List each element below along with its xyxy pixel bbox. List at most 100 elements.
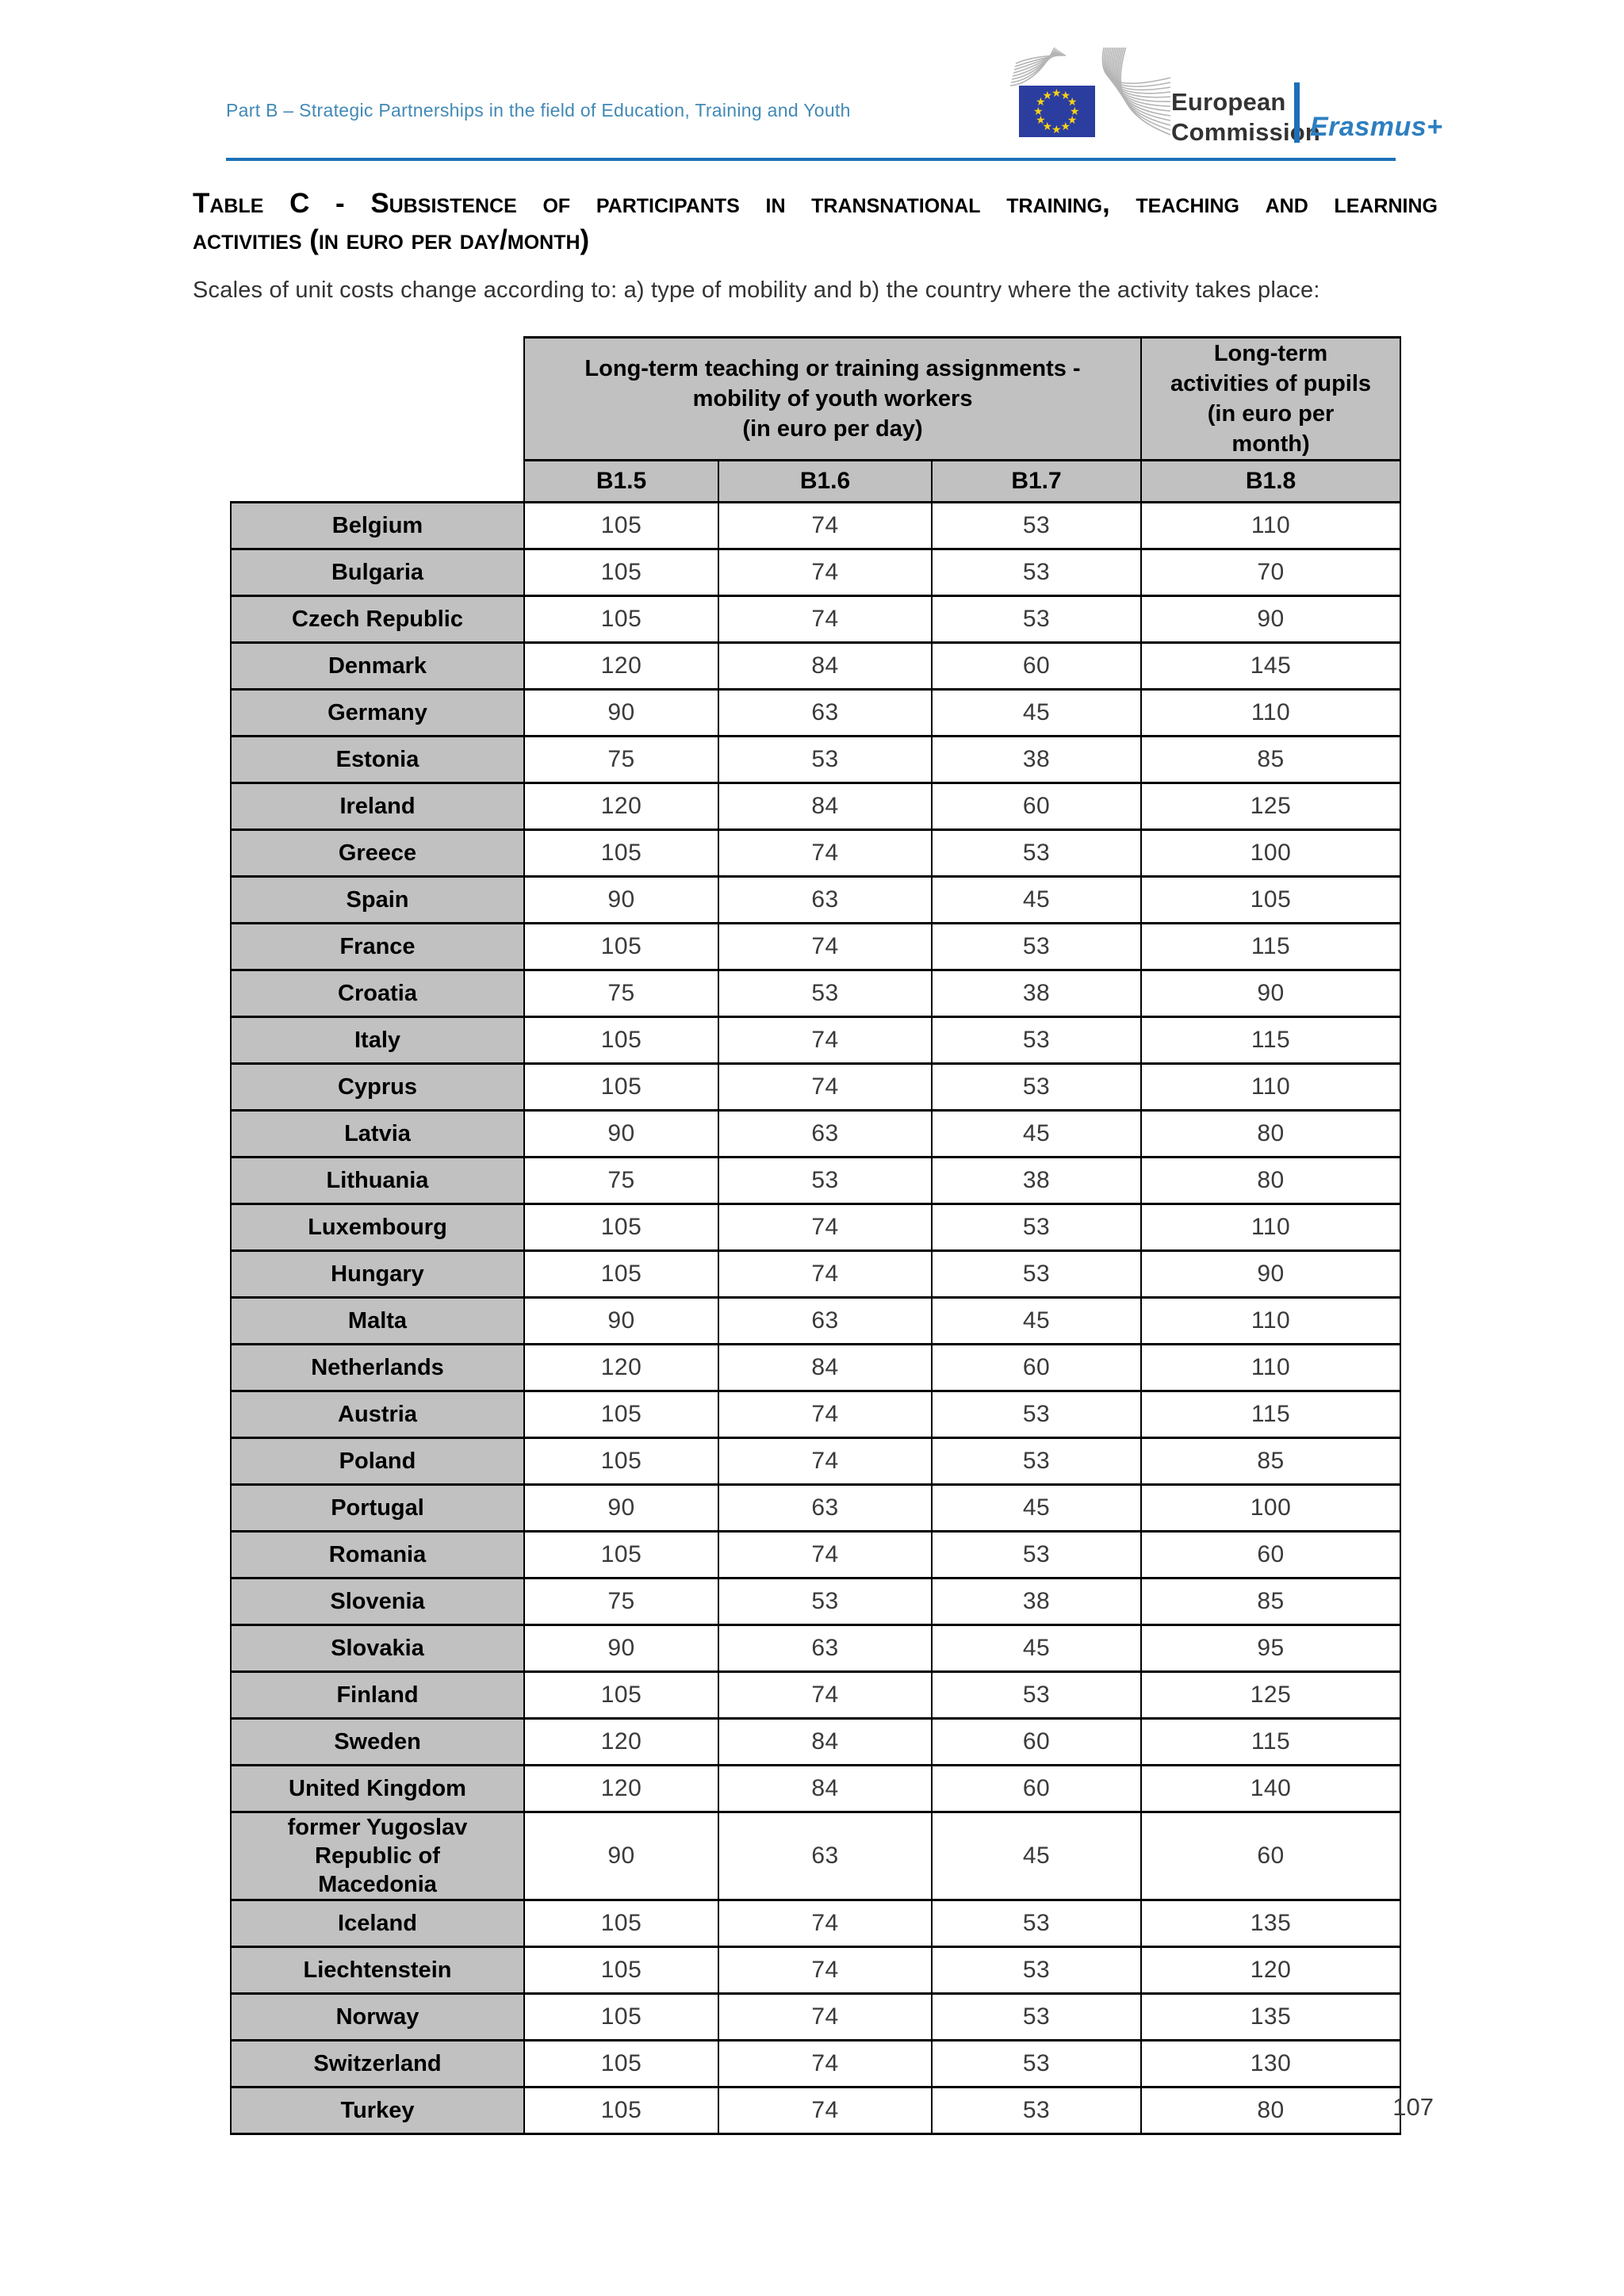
value-cell-b1-5: 105 [523,2086,719,2135]
value-cell-b1-5: 105 [523,1249,719,1299]
value-cell-b1-8: 115 [1140,922,1402,971]
value-cell-b1-8: 105 [1140,875,1402,924]
subsistence-table-wrap: Long-term teaching or training assignmen… [230,336,1402,2135]
value-cell-b1-8: 140 [1140,1764,1402,1813]
country-cell: Hungary [230,1249,525,1299]
value-cell-b1-7: 53 [930,595,1143,644]
value-cell-b1-7: 53 [930,828,1143,878]
value-cell-b1-8: 80 [1140,1109,1402,1158]
table-row: Czech Republic 105 74 53 90 [230,595,1402,644]
value-cell-b1-6: 74 [718,1437,933,1486]
value-cell-b1-7: 53 [930,1203,1143,1252]
eu-flag-icon: ★ ★ ★ ★ ★ ★ ★ ★ ★ ★ ★ ★ [1019,86,1095,137]
table-row: Greece 105 74 53 100 [230,828,1402,878]
value-cell-b1-5: 90 [523,1483,719,1533]
value-cell-b1-6: 63 [718,1811,933,1901]
country-name: Greece [338,840,417,866]
value-cell-b1-5: 105 [523,1530,719,1579]
country-name: Denmark [327,653,427,679]
country-cell: Latvia [230,1109,525,1158]
eu-star-icon: ★ [1051,86,1062,99]
value-cell-b1-6: 74 [718,1992,933,2042]
eu-star-icon: ★ [1036,95,1046,108]
value-cell-b1-7: 60 [930,1717,1143,1766]
eu-star-icon: ★ [1067,95,1078,108]
table-row: United Kingdom 120 84 60 140 [230,1764,1402,1813]
table-row: Luxembourg 105 74 53 110 [230,1203,1402,1252]
table-body: Belgium 105 74 53 110 Bulgaria 105 74 53… [230,501,1402,2135]
value-cell-b1-5: 75 [523,735,719,784]
country-name: Germany [327,700,427,725]
page-title-line1: Table C - Subsistence of participants in… [193,188,1438,219]
value-cell-b1-7: 53 [930,1946,1143,1995]
table-row: Malta 90 63 45 110 [230,1296,1402,1345]
erasmus-divider-bar [1294,82,1300,143]
value-cell-b1-8: 95 [1140,1624,1402,1673]
table-row: Poland 105 74 53 85 [230,1437,1402,1486]
value-cell-b1-6: 74 [718,922,933,971]
value-cell-b1-7: 45 [930,1109,1143,1158]
table-row: Portugal 90 63 45 100 [230,1483,1402,1533]
table-row: former Yugoslav Republic of Macedonia 90… [230,1811,1402,1901]
country-cell: Malta [230,1296,525,1345]
value-cell-b1-5: 105 [523,922,719,971]
country-cell: Czech Republic [230,595,525,644]
value-cell-b1-5: 90 [523,1624,719,1673]
country-name: Spain [346,887,409,913]
table-row: France 105 74 53 115 [230,922,1402,971]
value-cell-b1-8: 110 [1140,501,1402,550]
table-row: Belgium 105 74 53 110 [230,501,1402,550]
value-cell-b1-8: 90 [1140,1249,1402,1299]
value-cell-b1-7: 53 [930,922,1143,971]
value-cell-b1-8: 100 [1140,828,1402,878]
value-cell-b1-5: 105 [523,1946,719,1995]
country-cell: United Kingdom [230,1764,525,1813]
value-cell-b1-6: 74 [718,1062,933,1112]
value-cell-b1-6: 74 [718,2086,933,2135]
eu-star-icon: ★ [1070,104,1080,117]
table-row: Switzerland 105 74 53 130 [230,2039,1402,2088]
value-cell-b1-6: 74 [718,1016,933,1065]
country-name: Ireland [339,794,416,819]
country-name: Slovenia [330,1589,425,1614]
table-row: Norway 105 74 53 135 [230,1992,1402,2042]
subsistence-table: Long-term teaching or training assignmen… [230,336,1402,2135]
value-cell-b1-6: 74 [718,1203,933,1252]
group-header-row: Long-term teaching or training assignmen… [231,336,1402,461]
table-row: Denmark 120 84 60 145 [230,641,1402,691]
value-cell-b1-7: 45 [930,875,1143,924]
value-cell-b1-7: 53 [930,1016,1143,1065]
eu-star-icon: ★ [1042,88,1053,101]
table-row: Austria 105 74 53 115 [230,1390,1402,1439]
country-name: France [339,934,416,959]
value-cell-b1-6: 53 [718,735,933,784]
value-cell-b1-8: 125 [1140,1670,1402,1720]
country-name: Turkey [340,2098,415,2123]
country-name: Malta [347,1308,408,1334]
country-cell: Liechtenstein [230,1946,525,1995]
value-cell-b1-5: 90 [523,688,719,737]
erasmus-logo-text: Erasmus+ [1310,112,1443,142]
table-row: Cyprus 105 74 53 110 [230,1062,1402,1112]
value-cell-b1-6: 84 [718,782,933,831]
eu-star-icon: ★ [1033,104,1044,117]
value-cell-b1-7: 45 [930,1624,1143,1673]
country-cell: Bulgaria [230,548,525,597]
country-name: Italy [354,1027,401,1053]
country-cell: Cyprus [230,1062,525,1112]
value-cell-b1-8: 85 [1140,1577,1402,1626]
country-cell: Ireland [230,782,525,831]
value-cell-b1-7: 53 [930,548,1143,597]
eu-star-icon: ★ [1060,88,1071,101]
country-cell: Slovakia [230,1624,525,1673]
value-cell-b1-6: 53 [718,1156,933,1205]
country-cell: France [230,922,525,971]
country-name: Luxembourg [308,1215,447,1240]
country-cell: Finland [230,1670,525,1720]
value-cell-b1-6: 84 [718,641,933,691]
country-name: former Yugoslav Republic of Macedonia [287,1815,468,1897]
intro-text: Scales of unit costs change according to… [193,277,1320,303]
value-cell-b1-5: 105 [523,1992,719,2042]
header-rule [226,158,1396,161]
value-cell-b1-6: 74 [718,1670,933,1720]
